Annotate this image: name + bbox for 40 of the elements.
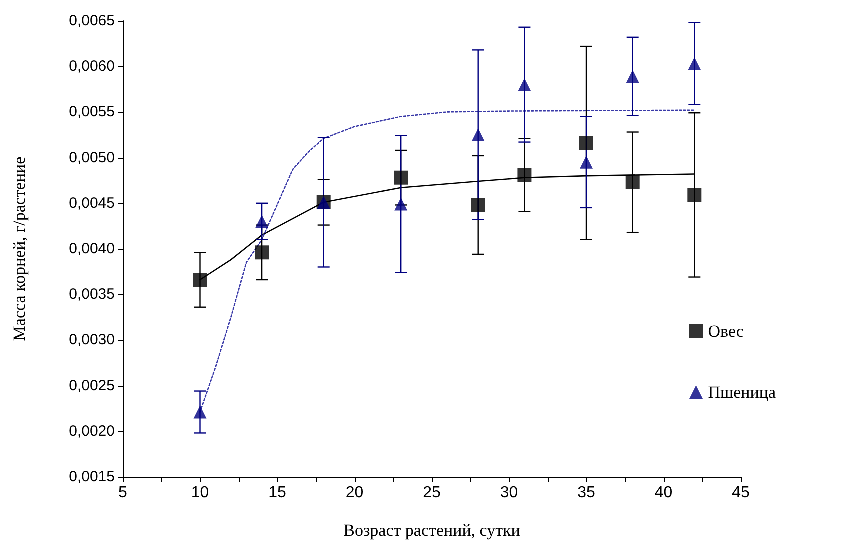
y-tick-label: 0,0060 xyxy=(69,58,115,76)
x-tick-label: 10 xyxy=(191,484,210,502)
y-tick-label: 0,0055 xyxy=(69,104,115,121)
legend-label: Пшеница xyxy=(708,383,776,402)
y-axis-title: Масса корней, г/растение xyxy=(10,156,29,342)
y-tick-label: 0,0015 xyxy=(69,468,115,486)
y-tick-label: 0,0040 xyxy=(69,240,115,258)
point xyxy=(626,175,640,190)
point xyxy=(194,406,207,419)
point xyxy=(256,215,269,228)
point xyxy=(471,198,486,212)
legend-label: Овес xyxy=(708,322,744,341)
point xyxy=(518,168,532,182)
point xyxy=(472,128,485,142)
y-tick-label: 0,0050 xyxy=(69,149,115,166)
y-tick-label: 0,0065 xyxy=(69,12,115,30)
x-tick-label: 20 xyxy=(346,484,364,502)
y-tick-label: 0,0035 xyxy=(69,286,115,304)
point xyxy=(688,57,702,70)
x-tick-label: 5 xyxy=(118,484,128,502)
y-tick-label: 0,0030 xyxy=(69,332,115,349)
x-tick-label: 15 xyxy=(268,484,286,502)
x-tick-label: 25 xyxy=(423,484,441,502)
x-tick-label: 40 xyxy=(654,484,673,502)
point xyxy=(580,136,594,150)
x-axis-title: Возраст растений, сутки xyxy=(344,521,520,540)
x-tick-label: 35 xyxy=(578,484,596,502)
y-tick-label: 0,0025 xyxy=(69,377,115,394)
x-tick-label: 45 xyxy=(732,484,750,502)
point xyxy=(394,198,408,211)
point xyxy=(518,78,532,92)
x-tick-label: 30 xyxy=(500,484,518,502)
point xyxy=(626,70,640,84)
point xyxy=(688,188,702,202)
point xyxy=(580,156,593,169)
point xyxy=(193,273,208,288)
y-tick-label: 0,0020 xyxy=(69,422,115,440)
point xyxy=(394,170,408,185)
point xyxy=(255,246,270,260)
y-tick-label: 0,0045 xyxy=(69,194,115,212)
